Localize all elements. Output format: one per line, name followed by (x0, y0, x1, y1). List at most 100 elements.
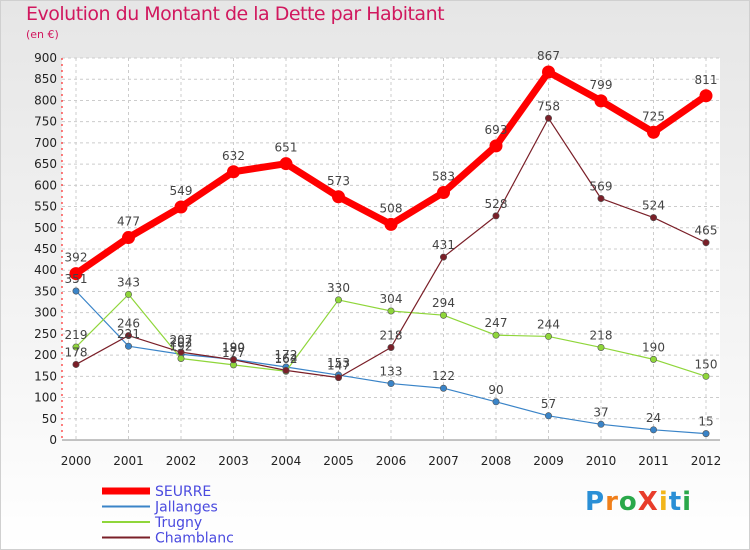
data-point (279, 157, 293, 171)
y-tick-label: 850 (34, 72, 57, 86)
data-label: 569 (590, 179, 613, 193)
data-point (72, 343, 80, 351)
data-label: 811 (695, 73, 718, 87)
legend-label: Trugny (154, 515, 202, 531)
data-label: 247 (485, 316, 508, 330)
y-tick-label: 750 (34, 115, 57, 129)
data-label: 477 (117, 215, 140, 229)
data-label: 15 (698, 415, 713, 429)
y-tick-label: 650 (34, 157, 57, 171)
data-point (174, 200, 188, 214)
data-point (597, 343, 605, 351)
data-point (122, 231, 135, 245)
y-tick-label: 450 (34, 242, 57, 256)
data-label: 190 (222, 340, 245, 354)
data-label: 122 (432, 369, 455, 383)
data-label: 133 (380, 365, 403, 379)
logo-letter: i (658, 487, 669, 517)
data-point (649, 355, 657, 363)
data-point (334, 374, 342, 382)
data-label: 867 (537, 49, 560, 63)
data-point (699, 89, 713, 103)
chart-title: Evolution du Montant de la Dette par Hab… (26, 3, 445, 25)
legend-label: Jallanges (154, 500, 218, 516)
data-point (649, 214, 657, 222)
logo-letter: o (618, 487, 638, 517)
data-label: 207 (170, 333, 193, 347)
data-point (544, 332, 552, 340)
data-point (69, 267, 83, 281)
data-label: 632 (222, 149, 245, 163)
data-label: 573 (327, 174, 350, 188)
y-tick-label: 800 (34, 93, 57, 107)
legend-label: Chamblanc (155, 531, 234, 547)
data-point (597, 194, 605, 202)
data-label: 725 (642, 109, 665, 123)
data-label: 190 (642, 340, 665, 354)
data-label: 164 (275, 351, 298, 365)
data-label: 583 (432, 170, 455, 184)
x-tick-label: 2009 (533, 454, 564, 468)
data-point (439, 253, 447, 261)
data-label: 343 (117, 275, 140, 289)
logo-letter: t (668, 487, 683, 517)
x-tick-label: 2006 (376, 454, 407, 468)
x-tick-label: 2008 (481, 454, 512, 468)
y-tick-label: 300 (34, 306, 57, 320)
data-point (72, 360, 80, 368)
y-tick-label: 150 (34, 369, 57, 383)
logo-letter: r (605, 487, 619, 517)
data-point (125, 332, 133, 340)
data-label: 202 (170, 335, 193, 349)
y-tick-label: 100 (34, 391, 57, 405)
data-point (492, 212, 500, 220)
data-point (702, 372, 710, 380)
data-point (282, 366, 290, 374)
data-label: 330 (327, 281, 350, 295)
data-point (387, 343, 395, 351)
data-label: 162 (275, 352, 298, 366)
data-point (177, 348, 185, 356)
data-point (597, 420, 605, 428)
data-point (387, 380, 395, 388)
data-point (125, 290, 133, 298)
data-label: 172 (275, 348, 298, 362)
data-point (702, 430, 710, 438)
data-point (125, 342, 133, 350)
data-label: 294 (432, 296, 455, 310)
data-point (72, 287, 80, 295)
y-tick-label: 350 (34, 284, 57, 298)
y-tick-label: 50 (42, 412, 57, 426)
x-tick-label: 2010 (586, 454, 617, 468)
y-tick-label: 900 (34, 51, 57, 65)
chart-unit: (en €) (26, 28, 59, 41)
data-label: 177 (222, 346, 245, 360)
data-label: 246 (117, 317, 140, 331)
data-label: 150 (695, 357, 718, 371)
x-tick-label: 2002 (166, 454, 197, 468)
data-label: 24 (646, 411, 661, 425)
data-label: 549 (170, 184, 193, 198)
data-point (387, 307, 395, 315)
data-point (384, 217, 398, 231)
data-label: 244 (537, 317, 560, 331)
data-label: 758 (537, 99, 560, 113)
y-tick-label: 700 (34, 136, 57, 150)
data-label: 90 (488, 383, 503, 397)
data-label: 508 (380, 201, 403, 215)
data-label: 693 (485, 123, 508, 137)
data-label: 219 (65, 328, 88, 342)
x-tick-label: 2005 (323, 454, 354, 468)
y-tick-label: 600 (34, 178, 57, 192)
y-tick-label: 0 (49, 433, 57, 447)
x-tick-label: 2003 (218, 454, 249, 468)
data-point (437, 186, 450, 200)
data-label: 799 (590, 78, 613, 92)
data-point (439, 311, 447, 319)
data-point (439, 384, 447, 392)
data-point (594, 94, 608, 108)
data-point (230, 356, 238, 364)
x-tick-label: 2004 (271, 454, 302, 468)
data-label: 178 (65, 345, 88, 359)
